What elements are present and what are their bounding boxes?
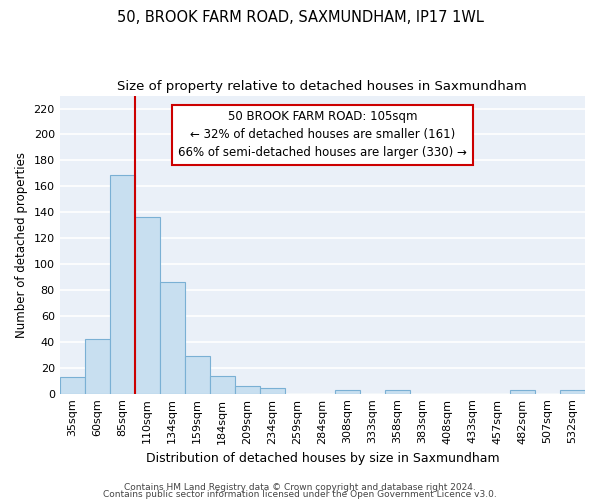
Title: Size of property relative to detached houses in Saxmundham: Size of property relative to detached ho…: [118, 80, 527, 93]
Bar: [85, 339, 110, 394]
Y-axis label: Number of detached properties: Number of detached properties: [15, 152, 28, 338]
Bar: [385, 390, 410, 394]
Bar: [235, 386, 260, 394]
Bar: [135, 218, 160, 394]
X-axis label: Distribution of detached houses by size in Saxmundham: Distribution of detached houses by size …: [146, 452, 499, 465]
Bar: [160, 282, 185, 394]
Text: 50, BROOK FARM ROAD, SAXMUNDHAM, IP17 1WL: 50, BROOK FARM ROAD, SAXMUNDHAM, IP17 1W…: [116, 10, 484, 25]
Text: Contains public sector information licensed under the Open Government Licence v3: Contains public sector information licen…: [103, 490, 497, 499]
Text: 50 BROOK FARM ROAD: 105sqm
← 32% of detached houses are smaller (161)
66% of sem: 50 BROOK FARM ROAD: 105sqm ← 32% of deta…: [178, 110, 467, 160]
Bar: [260, 388, 285, 394]
Bar: [59, 377, 85, 394]
Bar: [335, 390, 360, 394]
Bar: [510, 390, 535, 394]
Bar: [110, 174, 135, 394]
Text: Contains HM Land Registry data © Crown copyright and database right 2024.: Contains HM Land Registry data © Crown c…: [124, 484, 476, 492]
Bar: [185, 356, 210, 394]
Bar: [210, 376, 235, 394]
Bar: [560, 390, 585, 394]
